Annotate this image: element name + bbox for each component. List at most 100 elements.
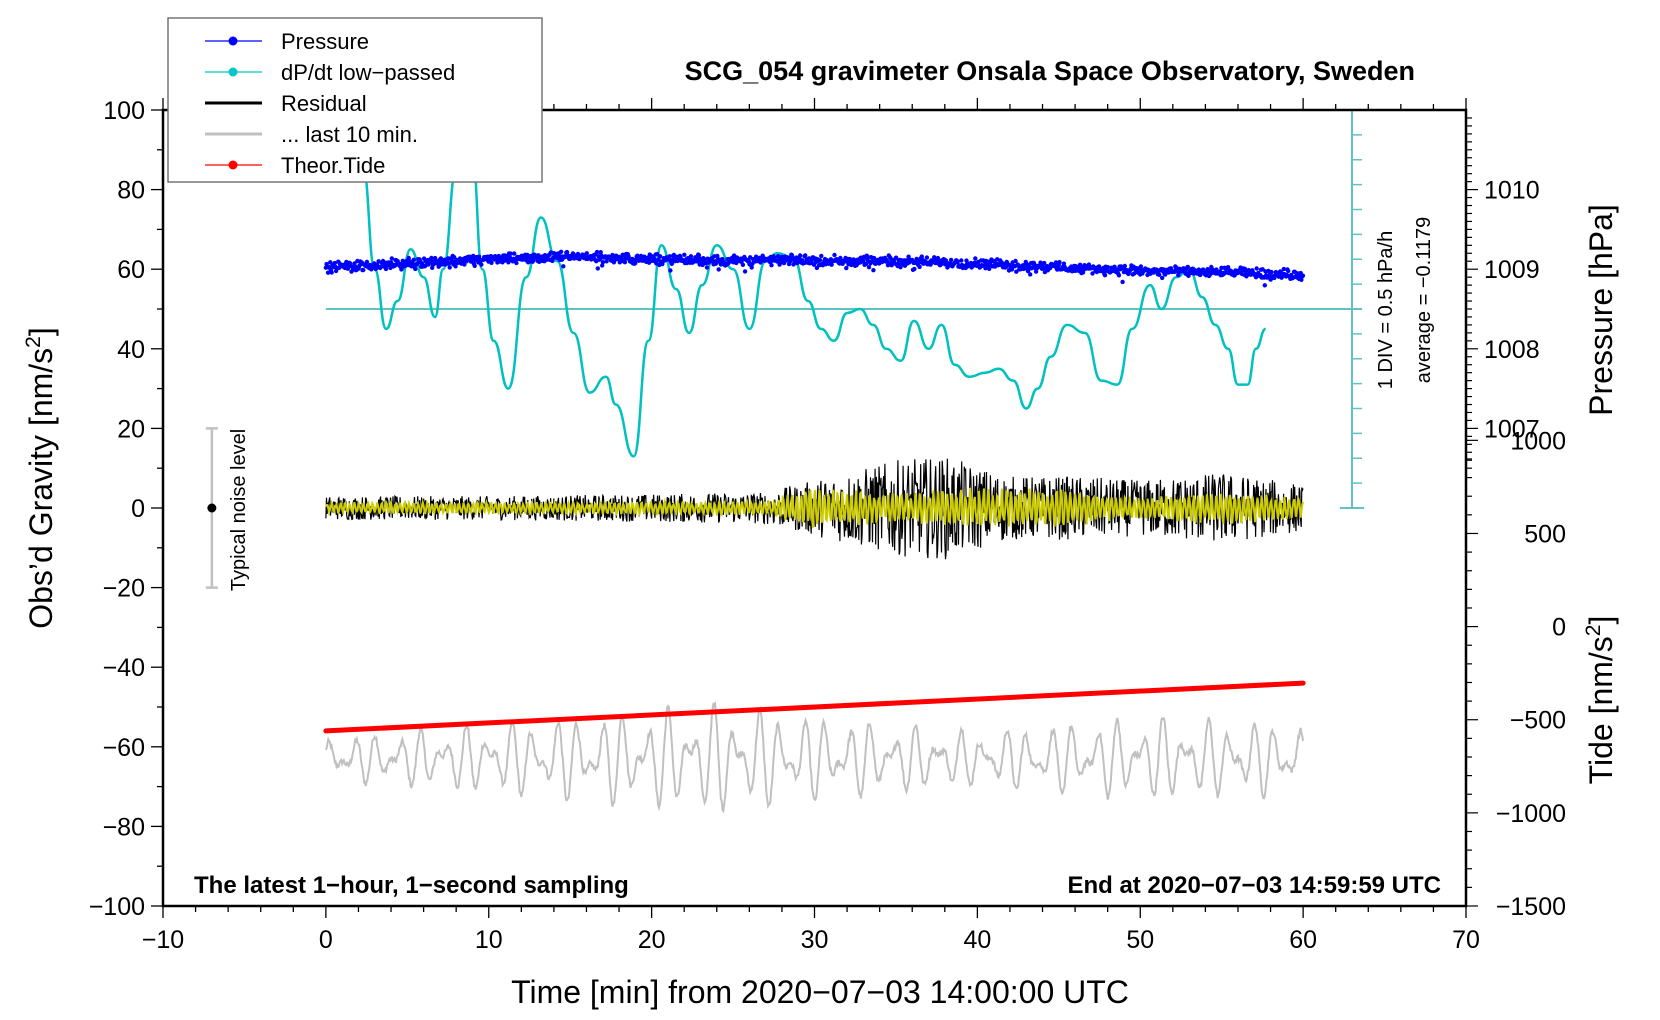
pressure-point [860, 258, 866, 264]
pressure-point [1053, 260, 1059, 265]
x-tick-label: −10 [142, 926, 184, 954]
pressure-point [1116, 273, 1122, 278]
y-left-tick-label: 100 [103, 97, 145, 125]
y-left-tick-label: −100 [89, 893, 145, 921]
pressure-point [893, 255, 899, 260]
pressure-tick-label: 1008 [1484, 336, 1540, 364]
pressure-point [508, 251, 513, 256]
pressure-point [871, 268, 876, 273]
pressure-point [1262, 283, 1268, 288]
pressure-point [531, 258, 536, 263]
legend-marker [228, 67, 238, 77]
pressure-point [600, 260, 606, 265]
pressure-point [924, 255, 930, 260]
pressure-point [383, 266, 389, 272]
annotation-end-time: End at 2020−07−03 14:59:59 UTC [1067, 872, 1441, 899]
x-tick-label: 0 [319, 926, 333, 954]
pressure-point [769, 263, 774, 268]
pressure-point [1185, 264, 1191, 270]
pressure-point [740, 262, 746, 267]
pressure-point [668, 268, 673, 273]
pressure-point [844, 265, 849, 271]
pressure-point [866, 265, 872, 270]
pressure-point [325, 270, 331, 275]
pressure-point [512, 251, 517, 256]
pressure-point [1028, 272, 1033, 277]
pressure-point [479, 262, 484, 267]
pressure-point [594, 249, 600, 255]
pressure-point [428, 259, 433, 264]
pressure-point [472, 263, 477, 268]
y-left-tick-label: −20 [103, 575, 145, 603]
x-axis-label: Time [min] from 2020−07−03 14:00:00 UTC [511, 974, 1129, 1010]
pressure-point [829, 262, 834, 267]
pressure-point [959, 258, 964, 263]
y-left-label-close: ] [23, 327, 59, 336]
y-axis-pressure-label: Pressure [hPa] [1583, 204, 1619, 416]
pressure-point [667, 254, 672, 259]
pressure-point [682, 252, 687, 257]
pressure-point [704, 265, 710, 270]
y-left-tick-label: 0 [131, 495, 145, 523]
pressure-point [411, 257, 416, 262]
pressure-point [1102, 273, 1108, 278]
pressure-point [797, 253, 803, 258]
series-theor-tide [323, 680, 1306, 734]
x-tick-label: 70 [1452, 926, 1480, 954]
pressure-point [1281, 266, 1287, 272]
pressure-point [832, 252, 837, 258]
pressure-tick-label: 1009 [1484, 256, 1540, 284]
pressure-point [917, 264, 922, 270]
y-left-tick-label: −40 [103, 654, 145, 682]
pressure-tick-label: 1007 [1484, 415, 1540, 443]
x-tick-label: 60 [1289, 926, 1317, 954]
y-axis-left-label: Obs’d Gravity [nm/s2] [22, 327, 59, 629]
pressure-point [1120, 279, 1125, 285]
legend-marker [228, 36, 238, 46]
tide-label-sup: 2 [1582, 625, 1605, 637]
pressure-point [973, 256, 978, 261]
pressure-point [688, 254, 694, 259]
pressure-point [332, 260, 337, 266]
pressure-point [1286, 268, 1291, 274]
pressure-point [1105, 265, 1111, 270]
pressure-point [489, 260, 494, 265]
pressure-point [775, 254, 781, 259]
pressure-point [695, 259, 700, 264]
x-tick-label: 10 [475, 926, 503, 954]
pressure-point [1132, 271, 1137, 276]
x-tick-label: 40 [963, 926, 991, 954]
annotation-sampling: The latest 1−hour, 1−second sampling [194, 872, 629, 899]
tide-tick-label: −500 [1510, 707, 1566, 735]
legend-label: Residual [281, 91, 367, 116]
pressure-point [696, 253, 702, 258]
pressure-point [622, 260, 628, 265]
x-tick-label: 30 [801, 926, 829, 954]
pressure-point [597, 256, 603, 262]
pressure-point [447, 265, 452, 270]
y-left-tick-label: 60 [117, 256, 145, 284]
tide-tick-label: 0 [1552, 614, 1566, 642]
pressure-point [716, 267, 721, 272]
series-dpdt-lowpassed [362, 156, 1267, 458]
series-residual-smoothed [325, 487, 1305, 528]
pressure-tick-label: 1010 [1484, 177, 1540, 205]
tide-tick-label: 500 [1524, 520, 1566, 548]
y-axis-tide-label: Tide [nm/s2] [1582, 616, 1619, 785]
noise-level-label: Typical noise level [228, 429, 250, 591]
pressure-point [749, 265, 754, 270]
y-left-label-sup: 2 [22, 336, 45, 348]
legend-label: ... last 10 min. [281, 122, 418, 147]
text-layer: SCG_054 gravimeter Onsala Space Observat… [22, 56, 1619, 1010]
pressure-point [932, 255, 937, 260]
legend: Pressure dP/dt low−passed Residual ... last… [167, 17, 543, 183]
noise-bar-center [207, 503, 217, 513]
x-tick-label: 20 [638, 926, 666, 954]
pressure-point [561, 264, 566, 269]
pressure-point [462, 262, 467, 267]
pressure-point [600, 263, 605, 268]
pressure-point [906, 254, 911, 259]
pressure-point [1160, 275, 1165, 281]
pressure-point [429, 255, 434, 261]
